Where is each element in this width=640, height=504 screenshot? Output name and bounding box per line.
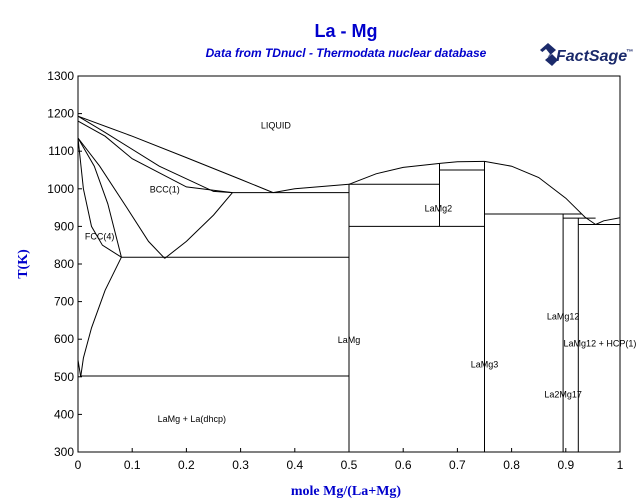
region-label: LaMg + La(dhcp) (158, 414, 226, 424)
y-tick-label: 800 (54, 257, 74, 271)
region-labels: LIQUID BCC(1) FCC(4) LaMg2 LaMg LaMg3 LaMg12 La… (85, 121, 636, 424)
region-label: FCC(4) (85, 232, 115, 242)
phase-boundary-1 (77, 115, 233, 194)
x-tick-label: 0.2 (178, 458, 195, 472)
x-tick-label: 0.9 (557, 458, 574, 472)
phase-boundary-11 (484, 160, 596, 225)
y-tick-label: 1300 (47, 69, 74, 83)
phase-boundary-10 (348, 160, 485, 185)
y-tick-label: 600 (54, 332, 74, 346)
region-label: La2Mg17 (544, 389, 582, 399)
x-tick-label: 0.1 (124, 458, 141, 472)
chart-title: La - Mg (315, 21, 378, 41)
phase-boundary-7 (80, 256, 122, 377)
phase-boundary-12 (595, 217, 621, 225)
phase-boundary-8 (77, 359, 82, 377)
y-tick-label: 500 (54, 370, 74, 384)
x-axis-ticks: 0 0.1 0.2 0.3 0.4 0.5 0.6 0.7 0.8 0.9 1 (75, 448, 624, 472)
x-tick-label: 0.8 (503, 458, 520, 472)
x-tick-label: 0.4 (286, 458, 303, 472)
region-label: LaMg12 + HCP(1) (564, 339, 637, 349)
phase-boundary-5 (77, 137, 122, 258)
y-tick-label: 700 (54, 295, 74, 309)
factsage-logo: FactSage ™ (540, 43, 633, 66)
x-tick-label: 0.7 (449, 458, 466, 472)
phase-boundary-3 (77, 137, 166, 259)
region-label: BCC(1) (150, 185, 180, 195)
y-tick-label: 900 (54, 219, 74, 233)
y-tick-label: 1200 (47, 107, 74, 121)
factsage-logo-mark (540, 43, 558, 66)
region-label: LIQUID (261, 121, 292, 131)
logo-trademark: ™ (626, 49, 633, 56)
y-axis-label: T(K) (16, 249, 31, 279)
region-label: LaMg2 (425, 203, 453, 213)
phase-boundary-2 (77, 120, 233, 194)
phase-boundary-4 (164, 192, 233, 259)
x-tick-label: 0.3 (232, 458, 249, 472)
phase-boundary-6 (77, 137, 122, 258)
y-tick-label: 1100 (48, 144, 74, 158)
y-tick-label: 400 (54, 407, 74, 421)
x-axis-label: mole Mg/(La+Mg) (291, 484, 402, 499)
x-tick-label: 0.5 (341, 458, 358, 472)
y-tick-label: 300 (54, 445, 74, 459)
x-tick-label: 0.6 (395, 458, 412, 472)
y-axis-ticks: 300 400 500 600 700 800 900 1000 1100 1200 1300 (47, 69, 82, 459)
phase-boundary-9 (273, 183, 350, 194)
logo-text: FactSage (556, 48, 627, 65)
region-label: LaMg12 (547, 312, 580, 322)
chart-subtitle: Data from TDnucl - Thermodata nuclear da… (206, 46, 487, 60)
y-tick-label: 1000 (47, 182, 74, 196)
region-label: LaMg3 (471, 359, 499, 369)
phase-boundaries (77, 115, 621, 452)
phase-boundary-0 (77, 115, 274, 194)
region-label: LaMg (338, 335, 361, 345)
x-tick-label: 1 (617, 458, 624, 472)
x-tick-label: 0 (75, 458, 82, 472)
